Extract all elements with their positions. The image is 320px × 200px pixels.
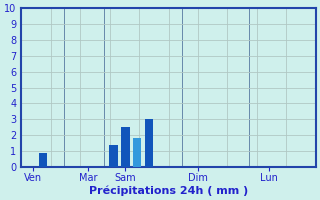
- Bar: [121, 127, 130, 167]
- Bar: [109, 145, 118, 167]
- Bar: [133, 138, 141, 167]
- Bar: [38, 153, 47, 167]
- X-axis label: Précipitations 24h ( mm ): Précipitations 24h ( mm ): [89, 185, 248, 196]
- Bar: [145, 119, 153, 167]
